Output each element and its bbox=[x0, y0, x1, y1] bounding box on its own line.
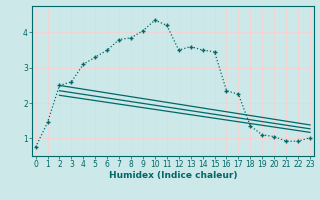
X-axis label: Humidex (Indice chaleur): Humidex (Indice chaleur) bbox=[108, 171, 237, 180]
